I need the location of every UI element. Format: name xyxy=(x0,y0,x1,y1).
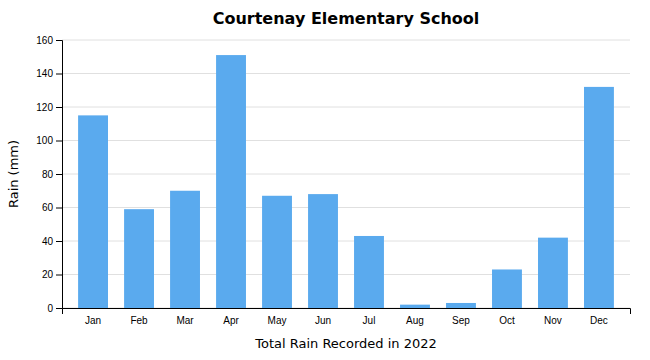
bar xyxy=(308,194,338,308)
tick-mark xyxy=(56,308,62,309)
tick-mark xyxy=(56,40,62,41)
tick: Nov xyxy=(544,315,562,326)
y-axis-title: Rain (mm) xyxy=(6,140,21,208)
tick-label: 60 xyxy=(42,202,54,213)
tick: 120 xyxy=(36,102,62,113)
tick: Aug xyxy=(406,315,424,326)
tick: 140 xyxy=(36,68,62,79)
grid-line xyxy=(62,140,630,141)
tick-label: Dec xyxy=(590,315,608,326)
bar xyxy=(262,196,292,308)
tick-label: May xyxy=(268,315,287,326)
tick-label: Aug xyxy=(406,315,424,326)
bar xyxy=(446,303,476,308)
y-axis: 0 20 40 60 80 100 120 140 160 xyxy=(36,35,62,314)
tick: 20 xyxy=(42,269,62,280)
tick: Jul xyxy=(363,315,376,326)
plot-area: Jan Feb Mar Apr May Jun Jul Aug Sep Oct Nov Dec 0 20 4… xyxy=(36,35,630,326)
tick-label: Sep xyxy=(452,315,470,326)
tick-label: 140 xyxy=(36,68,53,79)
tick-label: 80 xyxy=(42,169,54,180)
bar xyxy=(400,305,430,308)
chart: Jan Feb Mar Apr May Jun Jul Aug Sep Oct Nov Dec 0 20 4… xyxy=(0,0,650,360)
tick-mark xyxy=(56,141,62,142)
grid-line xyxy=(62,73,630,74)
axis-domain xyxy=(56,41,63,309)
bar xyxy=(354,236,384,308)
x-axis: Jan Feb Mar Apr May Jun Jul Aug Sep Oct Nov Dec xyxy=(63,309,631,327)
tick-label: 120 xyxy=(36,102,53,113)
tick: 160 xyxy=(36,35,62,46)
grid-line xyxy=(62,207,630,208)
tick: 100 xyxy=(36,135,62,146)
grid-line xyxy=(62,174,630,175)
tick-label: 160 xyxy=(36,35,53,46)
tick-mark xyxy=(56,241,62,242)
grid-line xyxy=(62,107,630,108)
bar xyxy=(492,269,522,308)
tick-label: Jul xyxy=(363,315,376,326)
axis-domain xyxy=(63,309,631,315)
tick: May xyxy=(268,315,287,326)
tick-label: Jun xyxy=(315,315,331,326)
tick: 80 xyxy=(42,169,62,180)
tick-mark xyxy=(56,208,62,209)
tick-mark xyxy=(56,107,62,108)
x-axis-title: Total Rain Recorded in 2022 xyxy=(254,336,437,351)
tick-label: Mar xyxy=(176,315,194,326)
tick-label: 20 xyxy=(42,269,54,280)
tick: 40 xyxy=(42,236,62,247)
title: Courtenay Elementary School xyxy=(213,9,480,28)
tick-label: Jan xyxy=(85,315,101,326)
bar xyxy=(584,87,614,308)
tick: Sep xyxy=(452,315,470,326)
tick: Apr xyxy=(223,315,239,326)
tick: Dec xyxy=(590,315,608,326)
bars xyxy=(78,55,614,308)
tick-mark xyxy=(56,174,62,175)
bar xyxy=(170,191,200,308)
tick-label: Feb xyxy=(130,315,148,326)
tick-label: 0 xyxy=(47,303,53,314)
tick-mark xyxy=(56,275,62,276)
tick: 0 xyxy=(47,303,62,314)
tick: Mar xyxy=(176,315,194,326)
grid-line xyxy=(62,40,630,41)
tick-label: Oct xyxy=(499,315,515,326)
bar xyxy=(124,209,154,308)
bar xyxy=(538,238,568,308)
tick-label: 40 xyxy=(42,236,54,247)
tick: Feb xyxy=(130,315,148,326)
tick-label: Apr xyxy=(223,315,239,326)
tick-label: Nov xyxy=(544,315,562,326)
bar xyxy=(216,55,246,308)
bar xyxy=(78,115,108,308)
tick: Oct xyxy=(499,315,515,326)
tick: Jun xyxy=(315,315,331,326)
tick: Jan xyxy=(85,315,101,326)
tick-mark xyxy=(56,74,62,75)
grid xyxy=(62,40,630,308)
tick-label: 100 xyxy=(36,135,53,146)
tick: 60 xyxy=(42,202,62,213)
